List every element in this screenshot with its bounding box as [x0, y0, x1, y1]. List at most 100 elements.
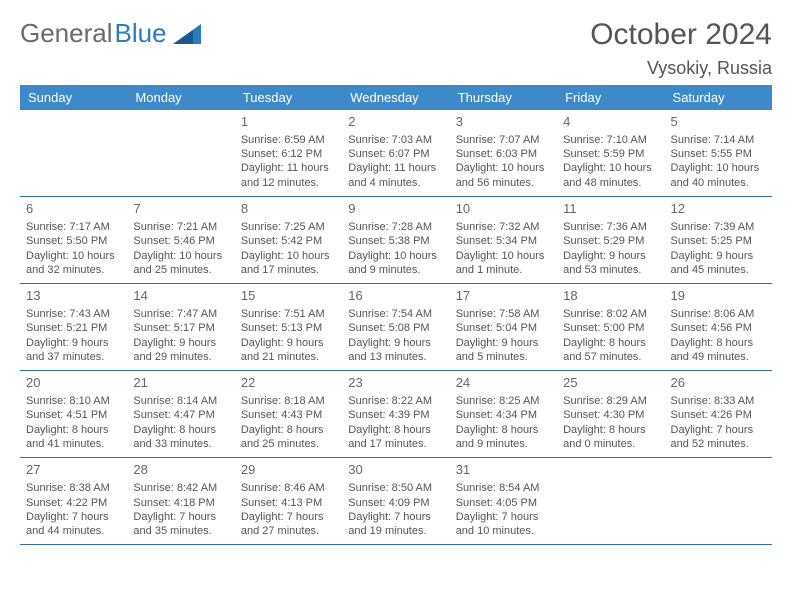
day-number: 15 [241, 288, 336, 305]
calendar-cell: 17Sunrise: 7:58 AMSunset: 5:04 PMDayligh… [450, 284, 557, 371]
calendar-cell: 14Sunrise: 7:47 AMSunset: 5:17 PMDayligh… [127, 284, 234, 371]
location: Vysokiy, Russia [590, 58, 772, 79]
day-number: 13 [26, 288, 121, 305]
day-number: 29 [241, 462, 336, 479]
sunset-text: Sunset: 4:26 PM [671, 408, 766, 422]
sunset-text: Sunset: 5:55 PM [671, 147, 766, 161]
sunrise-text: Sunrise: 7:14 AM [671, 133, 766, 147]
calendar-cell-empty [127, 110, 234, 197]
day-number: 2 [348, 114, 443, 131]
calendar-cell: 13 Sunrise: 7:43 AMSunset: 5:21 PMDayligh… [20, 284, 127, 371]
daylight-text: Daylight: 8 hours and 25 minutes. [241, 423, 336, 452]
sunrise-text: Sunrise: 8:18 AM [241, 394, 336, 408]
sunrise-text: Sunrise: 7:03 AM [348, 133, 443, 147]
calendar-cell: 9Sunrise: 7:28 AMSunset: 5:38 PMDaylight… [342, 197, 449, 284]
calendar-cell: 31Sunrise: 8:54 AMSunset: 4:05 PMDayligh… [450, 458, 557, 545]
calendar-cell: 29 Sunrise: 8:46 AMSunset: 4:13 PMDayligh… [235, 458, 342, 545]
sunset-text: Sunset: 4:22 PM [26, 496, 121, 510]
day-number: 24 [456, 375, 551, 392]
calendar-cell: 27Sunrise: 8:38 AMSunset: 4:22 PMDayligh… [20, 458, 127, 545]
daylight-text: Daylight: 10 hours and 56 minutes. [456, 161, 551, 190]
sunset-text: Sunset: 5:21 PM [26, 321, 121, 335]
calendar-cell: 23Sunrise: 8:22 AMSunset: 4:39 PMDayligh… [342, 371, 449, 458]
daylight-text: Daylight: 8 hours and 57 minutes. [563, 336, 658, 365]
sunrise-text: Sunrise: 6:59 AM [241, 133, 336, 147]
sunset-text: Sunset: 5:29 PM [563, 234, 658, 248]
day-header: Monday [127, 85, 234, 110]
sunrise-text: Sunrise: 8:54 AM [456, 481, 551, 495]
title-block: October 2024 Vysokiy, Russia [590, 18, 772, 79]
sunrise-text: Sunrise: 8:02 AM [563, 307, 658, 321]
sunrise-text: Sunrise: 7:43 AM [26, 307, 121, 321]
sunset-text: Sunset: 4:09 PM [348, 496, 443, 510]
calendar-cell: 19Sunrise: 8:06 AMSunset: 4:56 PMDayligh… [665, 284, 772, 371]
sunrise-text: Sunrise: 8:25 AM [456, 394, 551, 408]
sunset-text: Sunset: 5:42 PM [241, 234, 336, 248]
day-number: 7 [133, 201, 228, 218]
sunrise-text: Sunrise: 7:51 AM [241, 307, 336, 321]
sunrise-text: Sunrise: 7:21 AM [133, 220, 228, 234]
logo-text-blue: Blue [115, 18, 167, 49]
sunset-text: Sunset: 4:51 PM [26, 408, 121, 422]
sunset-text: Sunset: 6:07 PM [348, 147, 443, 161]
header: GeneralBlue October 2024 Vysokiy, Russia [20, 18, 772, 79]
day-number: 5 [671, 114, 766, 131]
day-header: Wednesday [342, 85, 449, 110]
day-number: 8 [241, 201, 336, 218]
daylight-text: Daylight: 8 hours and 41 minutes. [26, 423, 121, 452]
daylight-text: Daylight: 10 hours and 9 minutes. [348, 249, 443, 278]
calendar-cell: 18Sunrise: 8:02 AMSunset: 5:00 PMDayligh… [557, 284, 664, 371]
daylight-text: Daylight: 7 hours and 27 minutes. [241, 510, 336, 539]
sunset-text: Sunset: 5:00 PM [563, 321, 658, 335]
daylight-text: Daylight: 9 hours and 53 minutes. [563, 249, 658, 278]
daylight-text: Daylight: 8 hours and 0 minutes. [563, 423, 658, 452]
sunset-text: Sunset: 5:46 PM [133, 234, 228, 248]
daylight-text: Daylight: 10 hours and 32 minutes. [26, 249, 121, 278]
calendar-cell: 4Sunrise: 7:10 AMSunset: 5:59 PMDaylight… [557, 110, 664, 197]
daylight-text: Daylight: 10 hours and 1 minute. [456, 249, 551, 278]
day-number: 1 [241, 114, 336, 131]
day-number: 22 [241, 375, 336, 392]
sunrise-text: Sunrise: 8:38 AM [26, 481, 121, 495]
sunset-text: Sunset: 4:13 PM [241, 496, 336, 510]
calendar-cell: 2Sunrise: 7:03 AMSunset: 6:07 PMDaylight… [342, 110, 449, 197]
sunrise-text: Sunrise: 8:50 AM [348, 481, 443, 495]
sunrise-text: Sunrise: 7:28 AM [348, 220, 443, 234]
sunrise-text: Sunrise: 7:39 AM [671, 220, 766, 234]
day-number: 10 [456, 201, 551, 218]
daylight-text: Daylight: 9 hours and 37 minutes. [26, 336, 121, 365]
day-number: 14 [133, 288, 228, 305]
sunset-text: Sunset: 4:39 PM [348, 408, 443, 422]
sunset-text: Sunset: 5:38 PM [348, 234, 443, 248]
calendar-cell-empty [20, 110, 127, 197]
daylight-text: Daylight: 8 hours and 49 minutes. [671, 336, 766, 365]
daylight-text: Daylight: 7 hours and 44 minutes. [26, 510, 121, 539]
calendar-cell: 3Sunrise: 7:07 AMSunset: 6:03 PMDaylight… [450, 110, 557, 197]
daylight-text: Daylight: 8 hours and 9 minutes. [456, 423, 551, 452]
calendar-cell: 1Sunrise: 6:59 AMSunset: 6:12 PMDaylight… [235, 110, 342, 197]
sunset-text: Sunset: 4:05 PM [456, 496, 551, 510]
day-number: 12 [671, 201, 766, 218]
logo-triangle-icon [173, 24, 201, 44]
sunset-text: Sunset: 5:34 PM [456, 234, 551, 248]
daylight-text: Daylight: 11 hours and 12 minutes. [241, 161, 336, 190]
logo-text-gray: General [20, 18, 113, 49]
sunset-text: Sunset: 6:03 PM [456, 147, 551, 161]
sunrise-text: Sunrise: 7:54 AM [348, 307, 443, 321]
calendar-cell: 8Sunrise: 7:25 AMSunset: 5:42 PMDaylight… [235, 197, 342, 284]
daylight-text: Daylight: 8 hours and 17 minutes. [348, 423, 443, 452]
sunrise-text: Sunrise: 8:46 AM [241, 481, 336, 495]
sunset-text: Sunset: 5:08 PM [348, 321, 443, 335]
day-number: 30 [348, 462, 443, 479]
sunset-text: Sunset: 5:59 PM [563, 147, 658, 161]
calendar-cell: 21Sunrise: 8:14 AMSunset: 4:47 PMDayligh… [127, 371, 234, 458]
calendar-cell: 5Sunrise: 7:14 AMSunset: 5:55 PMDaylight… [665, 110, 772, 197]
calendar-head: SundayMondayTuesdayWednesdayThursdayFrid… [20, 85, 772, 110]
sunrise-text: Sunrise: 7:17 AM [26, 220, 121, 234]
calendar-row: 27Sunrise: 8:38 AMSunset: 4:22 PMDayligh… [20, 458, 772, 545]
sunset-text: Sunset: 4:30 PM [563, 408, 658, 422]
sunrise-text: Sunrise: 8:14 AM [133, 394, 228, 408]
sunset-text: Sunset: 5:13 PM [241, 321, 336, 335]
daylight-text: Daylight: 7 hours and 35 minutes. [133, 510, 228, 539]
daylight-text: Daylight: 10 hours and 17 minutes. [241, 249, 336, 278]
